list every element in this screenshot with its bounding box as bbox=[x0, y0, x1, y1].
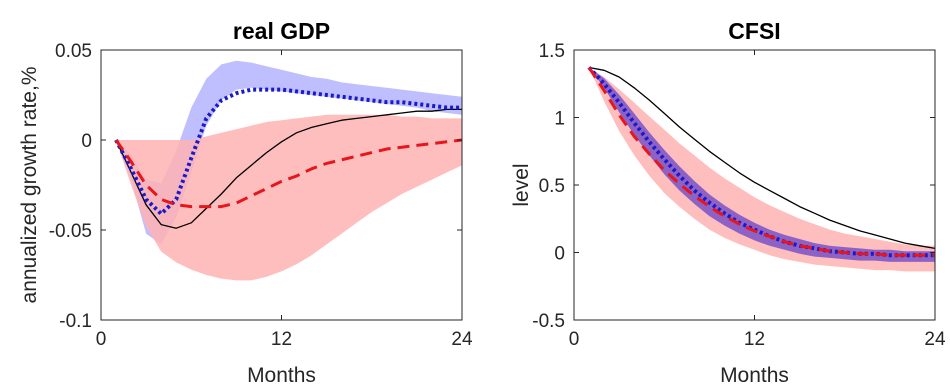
solid-series-line bbox=[588, 66, 935, 250]
x-tick-label: 0 bbox=[96, 329, 107, 350]
confidence-band-1 bbox=[116, 60, 462, 245]
y-tick-label: -0.5 bbox=[532, 311, 565, 332]
y-tick-label: 0 bbox=[81, 131, 92, 152]
dashed-series-line bbox=[114, 138, 462, 209]
plot-area bbox=[587, 66, 935, 272]
chart-title: real GDP bbox=[233, 18, 330, 44]
y-axis-label: annualized growth rate,% bbox=[18, 67, 41, 304]
dotted-series-line bbox=[114, 87, 462, 216]
solid-series-line bbox=[115, 108, 462, 229]
x-tick-label: 12 bbox=[744, 329, 765, 350]
dashed-series-line bbox=[587, 66, 935, 257]
y-tick-label: 0 bbox=[554, 244, 565, 265]
chart-title: CFSI bbox=[728, 18, 780, 44]
y-axis-label: level bbox=[510, 163, 533, 206]
y-tick-label: 0.05 bbox=[55, 41, 92, 62]
y-tick-label: 0.5 bbox=[539, 176, 565, 197]
x-tick-label: 12 bbox=[271, 329, 292, 350]
y-tick-label: -0.1 bbox=[59, 311, 92, 332]
x-tick-label: 24 bbox=[924, 329, 946, 350]
confidence-band-2 bbox=[116, 114, 462, 281]
axes-box bbox=[573, 49, 936, 321]
x-axis-label: Months bbox=[247, 364, 316, 387]
real-gdp-panel: 0 12 24 -0.1 -0.05 0 0.05 real GDP Months annuali… bbox=[18, 18, 473, 387]
plot-area bbox=[114, 60, 462, 281]
y-tick-label: 1.5 bbox=[539, 41, 565, 62]
x-tick-label: 24 bbox=[451, 329, 473, 350]
y-tick-label: -0.05 bbox=[49, 221, 92, 242]
x-axis-label: Months bbox=[720, 364, 789, 387]
y-tick-label: 1 bbox=[554, 109, 565, 130]
x-tick-label: 0 bbox=[569, 329, 580, 350]
